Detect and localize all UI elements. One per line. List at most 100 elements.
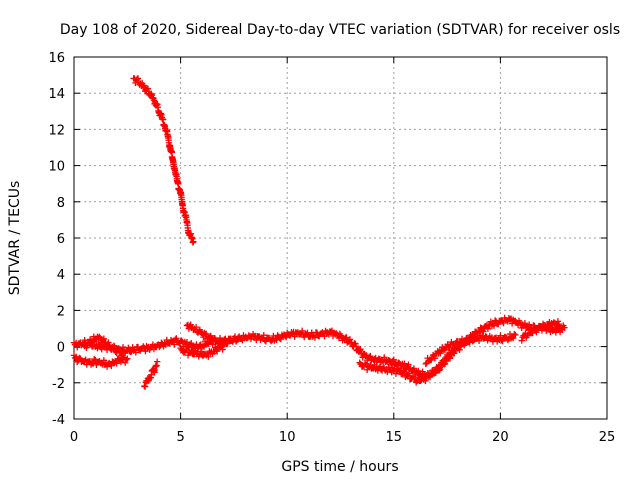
data-point (207, 332, 214, 339)
data-point (100, 335, 108, 342)
x-axis-label: GPS time / hours (281, 459, 398, 475)
chart-title: Day 108 of 2020, Sidereal Day-to-day VTE… (60, 22, 620, 38)
data-point (431, 354, 439, 362)
data-point (118, 348, 126, 356)
data-point (134, 75, 142, 82)
series-track-c (81, 333, 127, 360)
y-tick-label: 12 (48, 123, 65, 138)
data-point (401, 368, 408, 375)
data-point (190, 238, 197, 245)
x-tick-label: 5 (176, 430, 184, 445)
data-point (446, 344, 453, 351)
data-point (529, 329, 536, 337)
data-point (422, 377, 429, 385)
data-point (291, 333, 298, 340)
data-point (376, 363, 384, 370)
data-point (132, 349, 140, 356)
y-tick-label: 4 (57, 268, 65, 283)
data-point (91, 355, 98, 363)
y-tick-label: -4 (52, 413, 65, 428)
plot-frame (73, 56, 608, 420)
data-point (119, 349, 127, 357)
data-point (72, 353, 80, 361)
data-point (232, 337, 240, 345)
x-tick-label: 15 (386, 430, 403, 445)
x-tick-label: 25 (599, 430, 616, 445)
data-point (511, 330, 518, 338)
y-tick-label: 6 (57, 232, 65, 247)
data-point (206, 333, 214, 341)
data-point (538, 325, 546, 333)
data-point (533, 329, 540, 336)
data-point (144, 85, 152, 93)
series-track-a (70, 314, 568, 380)
data-point (173, 335, 180, 342)
series-high-arc (130, 75, 197, 246)
data-point (153, 358, 161, 365)
data-point (405, 361, 412, 368)
data-point (192, 323, 200, 331)
data-point (205, 353, 212, 360)
y-tick-label: 0 (57, 341, 65, 356)
series-track-d (141, 358, 161, 390)
data-point (415, 367, 422, 375)
data-point (108, 362, 115, 369)
series-track-h (422, 330, 519, 368)
x-tick-label: 20 (492, 430, 509, 445)
data-point (446, 354, 454, 361)
data-point (512, 331, 519, 339)
data-point (105, 339, 112, 346)
data-point (401, 360, 408, 367)
data-point (518, 337, 525, 344)
axis-ticks: 0 5 10 15 20 25 -4 -2 0 2 4 6 8 10 12 14 16 (48, 51, 615, 445)
x-tick-label: 0 (70, 430, 78, 445)
data-point (390, 356, 397, 363)
data-point (521, 320, 529, 327)
data-point (199, 342, 207, 349)
data-point (346, 336, 354, 343)
data-point (100, 357, 108, 364)
data-point (73, 344, 81, 351)
data-point (395, 359, 403, 367)
data-point (123, 356, 130, 363)
y-tick-label: 14 (48, 87, 65, 102)
data-point (405, 370, 413, 377)
data-point (495, 335, 502, 343)
data-point (556, 323, 564, 330)
y-tick-label: -2 (52, 377, 65, 392)
data-point (214, 340, 222, 347)
y-tick-label: 8 (57, 196, 65, 211)
data-point (133, 75, 141, 83)
data-points (70, 75, 568, 390)
data-point (178, 337, 185, 344)
data-point (110, 342, 118, 350)
data-point (219, 346, 226, 353)
data-point (124, 355, 131, 362)
data-point (141, 382, 148, 390)
data-point (222, 339, 229, 346)
data-point (357, 345, 364, 353)
data-point (321, 332, 328, 340)
data-point (89, 360, 97, 367)
data-point (197, 348, 205, 355)
data-point (141, 383, 149, 390)
data-point (142, 347, 149, 355)
x-tick-label: 10 (279, 430, 296, 445)
y-tick-label: 2 (57, 304, 65, 319)
data-point (343, 334, 350, 341)
series-track-i (518, 318, 564, 344)
data-point (484, 325, 492, 333)
y-axis-label: SDTVAR / TECUs (7, 181, 23, 296)
series-track-b (70, 352, 131, 370)
data-point (216, 334, 224, 342)
data-point (121, 359, 129, 366)
data-point (381, 354, 388, 361)
data-point (561, 324, 568, 331)
series-track-f (177, 339, 229, 360)
data-point (480, 328, 487, 335)
data-point (113, 360, 120, 367)
data-point (156, 343, 163, 351)
data-point (234, 334, 242, 341)
data-point (436, 366, 444, 373)
